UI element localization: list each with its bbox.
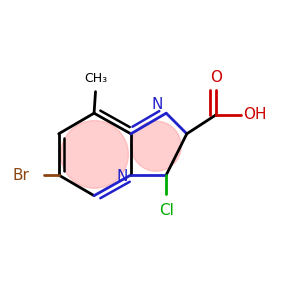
Text: O: O xyxy=(210,70,222,85)
Text: Cl: Cl xyxy=(159,203,174,218)
Text: N: N xyxy=(116,169,128,184)
Text: Br: Br xyxy=(12,167,29,182)
Circle shape xyxy=(61,121,128,188)
Circle shape xyxy=(131,121,181,171)
Text: N: N xyxy=(152,97,163,112)
Text: CH₃: CH₃ xyxy=(84,72,107,85)
Text: OH: OH xyxy=(243,107,266,122)
